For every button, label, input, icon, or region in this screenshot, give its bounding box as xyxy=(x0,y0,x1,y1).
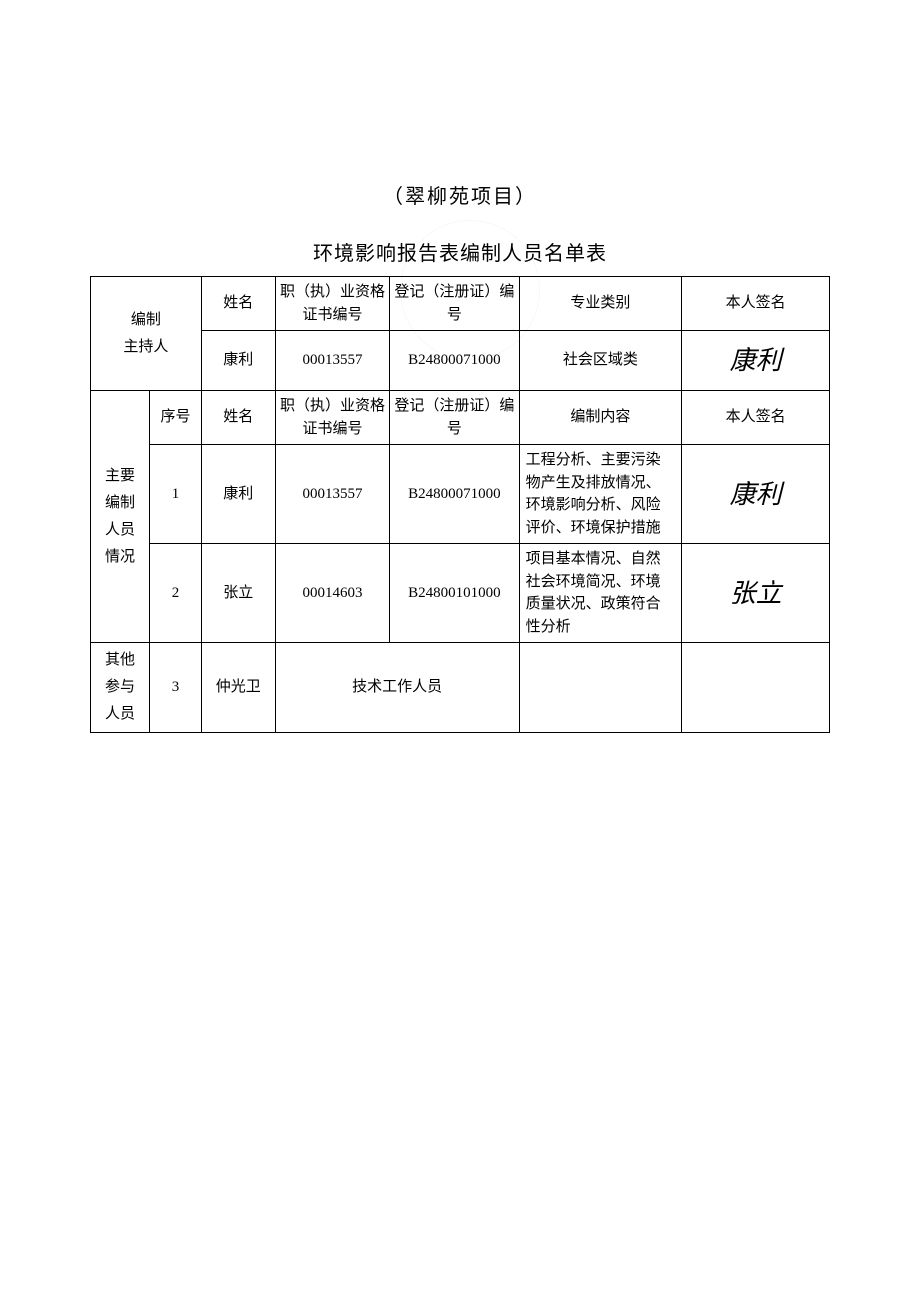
table-row: 2 张立 00014603 B24800101000 项目基本情况、自然社会环境… xyxy=(91,544,830,643)
table-row: 主要 编制 人员 情况 序号 姓名 职（执）业资格证书编号 登记（注册证）编号 … xyxy=(91,391,830,445)
presider-label: 编制 主持人 xyxy=(91,277,202,391)
main-reg-1: B24800071000 xyxy=(390,445,519,544)
header-signature: 本人签名 xyxy=(682,391,830,445)
main-cert-1: 00013557 xyxy=(275,445,390,544)
main-cert-2: 00014603 xyxy=(275,544,390,643)
main-content-1: 工程分析、主要污染物产生及排放情况、环境影响分析、风险评价、环境保护措施 xyxy=(519,445,682,544)
main-label: 主要 编制 人员 情况 xyxy=(91,391,150,643)
presider-cert-no: 00013557 xyxy=(275,331,390,391)
main-signature-2: 张立 xyxy=(682,544,830,643)
table-row: 康利 00013557 B24800071000 社会区域类 康利 xyxy=(91,331,830,391)
main-signature-1: 康利 xyxy=(682,445,830,544)
other-signature xyxy=(682,643,830,733)
personnel-table: 编制 主持人 姓名 职（执）业资格证书编号 登记（注册证）编号 专业类别 本人签… xyxy=(90,276,830,733)
table-row: 编制 主持人 姓名 职（执）业资格证书编号 登记（注册证）编号 专业类别 本人签… xyxy=(91,277,830,331)
header-reg-no: 登记（注册证）编号 xyxy=(390,277,519,331)
other-name: 仲光卫 xyxy=(201,643,275,733)
other-label: 其他 参与 人员 xyxy=(91,643,150,733)
header-seq: 序号 xyxy=(150,391,202,445)
other-role: 技术工作人员 xyxy=(275,643,519,733)
header-name: 姓名 xyxy=(201,391,275,445)
presider-signature: 康利 xyxy=(682,331,830,391)
header-specialty: 专业类别 xyxy=(519,277,682,331)
presider-specialty: 社会区域类 xyxy=(519,331,682,391)
main-name-1: 康利 xyxy=(201,445,275,544)
header-name: 姓名 xyxy=(201,277,275,331)
header-cert-no: 职（执）业资格证书编号 xyxy=(275,391,390,445)
presider-name: 康利 xyxy=(201,331,275,391)
main-reg-2: B24800101000 xyxy=(390,544,519,643)
main-content-2: 项目基本情况、自然社会环境简况、环境质量状况、政策符合性分析 xyxy=(519,544,682,643)
header-reg-no: 登记（注册证）编号 xyxy=(390,391,519,445)
table-row: 其他 参与 人员 3 仲光卫 技术工作人员 xyxy=(91,643,830,733)
presider-reg-no: B24800071000 xyxy=(390,331,519,391)
other-content xyxy=(519,643,682,733)
table-row: 1 康利 00013557 B24800071000 工程分析、主要污染物产生及… xyxy=(91,445,830,544)
header-content: 编制内容 xyxy=(519,391,682,445)
header-cert-no: 职（执）业资格证书编号 xyxy=(275,277,390,331)
main-seq-2: 2 xyxy=(150,544,202,643)
header-signature: 本人签名 xyxy=(682,277,830,331)
main-name-2: 张立 xyxy=(201,544,275,643)
other-seq: 3 xyxy=(150,643,202,733)
project-title: （翠柳苑项目） xyxy=(90,180,830,209)
table-title: 环境影响报告表编制人员名单表 xyxy=(90,237,830,266)
main-seq-1: 1 xyxy=(150,445,202,544)
